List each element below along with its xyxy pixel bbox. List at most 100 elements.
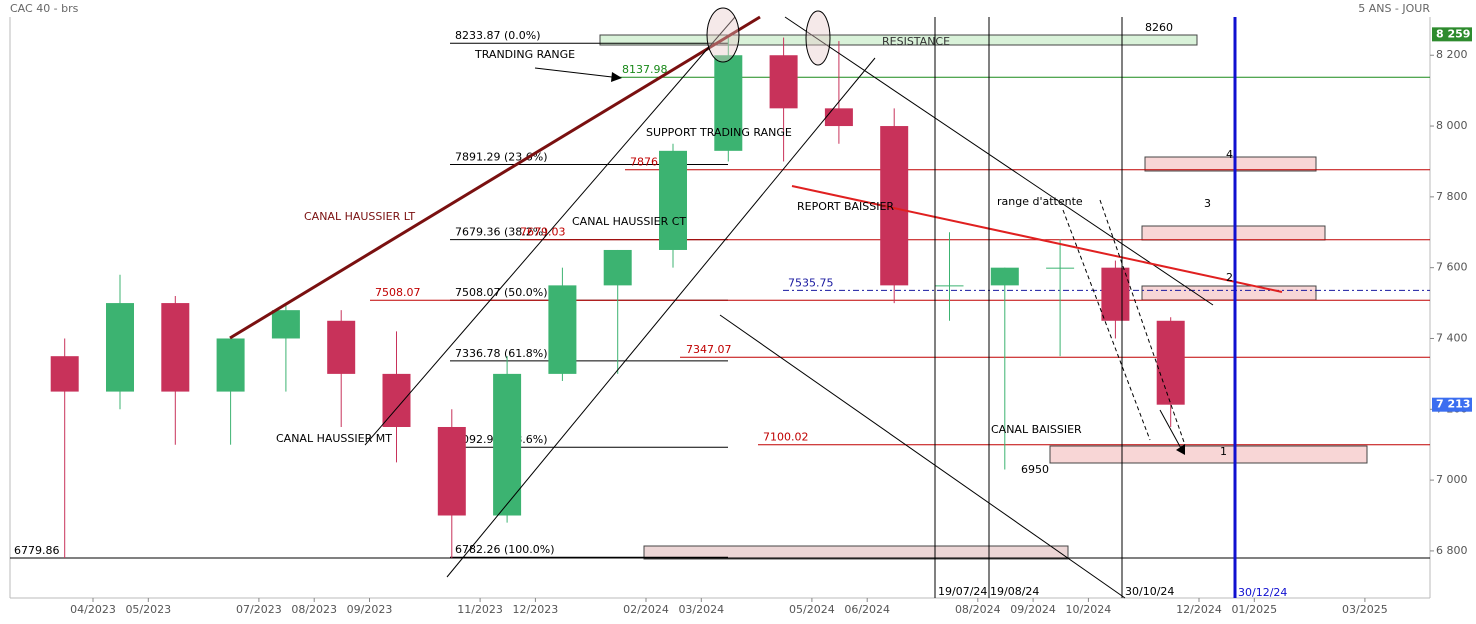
candle-body [216, 338, 245, 392]
candle-body [493, 373, 522, 516]
x-tick-label: 11/2023 [457, 603, 503, 616]
x-tick-label: 12/2024 [1176, 603, 1222, 616]
annotation: 3 [1204, 197, 1211, 210]
level-label: 6779.86 [14, 544, 60, 557]
annotation: 30/10/24 [1125, 585, 1174, 598]
level-label: 6782.26 (100.0%) [455, 543, 555, 556]
annotation: CANAL BAISSIER [991, 423, 1082, 436]
price-badge [1432, 397, 1472, 412]
level-label: 8233.87 (0.0%) [455, 29, 541, 42]
candle-body [935, 285, 964, 287]
annotation: RESISTANCE [882, 35, 950, 48]
resistance-box [599, 34, 1198, 46]
candle-body [990, 267, 1019, 286]
level-label: 7336.78 (61.8%) [455, 347, 548, 360]
x-tick-label: 05/2023 [125, 603, 171, 616]
level-label: 7535.75 [788, 276, 834, 289]
level-label: 7508.07 [375, 286, 421, 299]
x-tick-label: 04/2023 [70, 603, 116, 616]
trend-line [1062, 209, 1151, 441]
trend-line [1099, 199, 1186, 446]
candle-body [327, 320, 356, 374]
arrow-head [611, 72, 622, 82]
level-label: 7347.07 [686, 343, 732, 356]
annotation: CANAL HAUSSIER MT [276, 432, 392, 445]
trend-line [791, 185, 1283, 293]
annotation: TRANDING RANGE [474, 48, 575, 61]
candle-body [382, 373, 411, 427]
marker-ellipse [805, 10, 831, 66]
annotation: SUPPORT TRADING RANGE [646, 126, 792, 139]
level-label: 7679.03 [520, 226, 566, 239]
candle-body [714, 55, 743, 151]
y-tick-label: 8 000 [1436, 119, 1468, 132]
x-tick-label: 03/2025 [1342, 603, 1388, 616]
x-tick-label: 12/2023 [513, 603, 559, 616]
target-box [1141, 285, 1317, 301]
candle-body [271, 310, 300, 339]
candle-body [769, 55, 798, 109]
y-tick-label: 7 400 [1436, 331, 1468, 344]
price-badge-label: 8 259 [1436, 27, 1470, 40]
level-label: 7508.07 (50.0%) [455, 286, 548, 299]
y-tick-label: 7 000 [1436, 473, 1468, 486]
x-tick-label: 01/2025 [1231, 603, 1277, 616]
x-tick-label: 09/2024 [1010, 603, 1056, 616]
level-label: 7679.36 (38.2%) [455, 226, 548, 239]
annotation: range d'attente [997, 195, 1083, 208]
x-tick-label: 09/2023 [347, 603, 393, 616]
candle-body [106, 303, 134, 392]
candle-body [50, 356, 79, 392]
header-left: CAC 40 - brs [10, 2, 79, 15]
candle-body [659, 150, 687, 250]
candle-body [1156, 320, 1185, 405]
trend-line [784, 16, 1214, 306]
candle-body [1101, 267, 1130, 321]
annotation: 30/12/24 [1238, 586, 1287, 599]
annotation: 4 [1226, 148, 1233, 161]
trend-line [229, 15, 761, 340]
y-tick-label: 7 600 [1436, 261, 1468, 274]
y-tick-label: 8 200 [1436, 48, 1468, 61]
candle-body [437, 426, 466, 516]
trend-lines [229, 7, 1283, 599]
y-tick-label: 6 800 [1436, 544, 1468, 557]
annotation: 2 [1226, 271, 1233, 284]
candle-body [1046, 267, 1075, 269]
support-box [643, 545, 1069, 560]
x-tick-label: 03/2024 [678, 603, 724, 616]
annotation: 19/07/24 [938, 585, 987, 598]
trend-line [446, 57, 876, 578]
target-box [1144, 156, 1317, 172]
x-tick-label: 08/2024 [955, 603, 1001, 616]
annotations: TRANDING RANGE RESISTANCE 8260 SUPPORT TRAD… [276, 21, 1287, 599]
annotation: 19/08/24 [990, 585, 1039, 598]
annotation: REPORT BAISSIER [797, 200, 894, 213]
arrow [1159, 409, 1184, 453]
trend-line [719, 314, 1126, 599]
arrow-head [1176, 444, 1185, 455]
x-tick-label: 02/2024 [623, 603, 669, 616]
candle-body [824, 108, 853, 127]
candles [50, 37, 1185, 558]
arrow [534, 67, 613, 78]
x-tick-label: 07/2023 [236, 603, 282, 616]
annotation: CANAL HAUSSIER LT [304, 210, 415, 223]
annotation: 1 [1220, 445, 1227, 458]
x-tick-label: 10/2024 [1066, 603, 1112, 616]
x-tick-label: 08/2023 [291, 603, 337, 616]
x-tick-label: 06/2024 [844, 603, 890, 616]
target-box [1049, 445, 1368, 464]
annotation: 8260 [1145, 21, 1173, 34]
y-tick-label: 7 800 [1436, 190, 1468, 203]
x-tick-label: 05/2024 [789, 603, 835, 616]
header-right: 5 ANS - JOUR [1358, 2, 1430, 15]
trend-line [364, 16, 736, 446]
level-label: 7100.02 [763, 431, 809, 444]
candle-body [161, 303, 190, 392]
level-label: 8137.98 [622, 63, 668, 76]
price-badge [1432, 27, 1472, 42]
